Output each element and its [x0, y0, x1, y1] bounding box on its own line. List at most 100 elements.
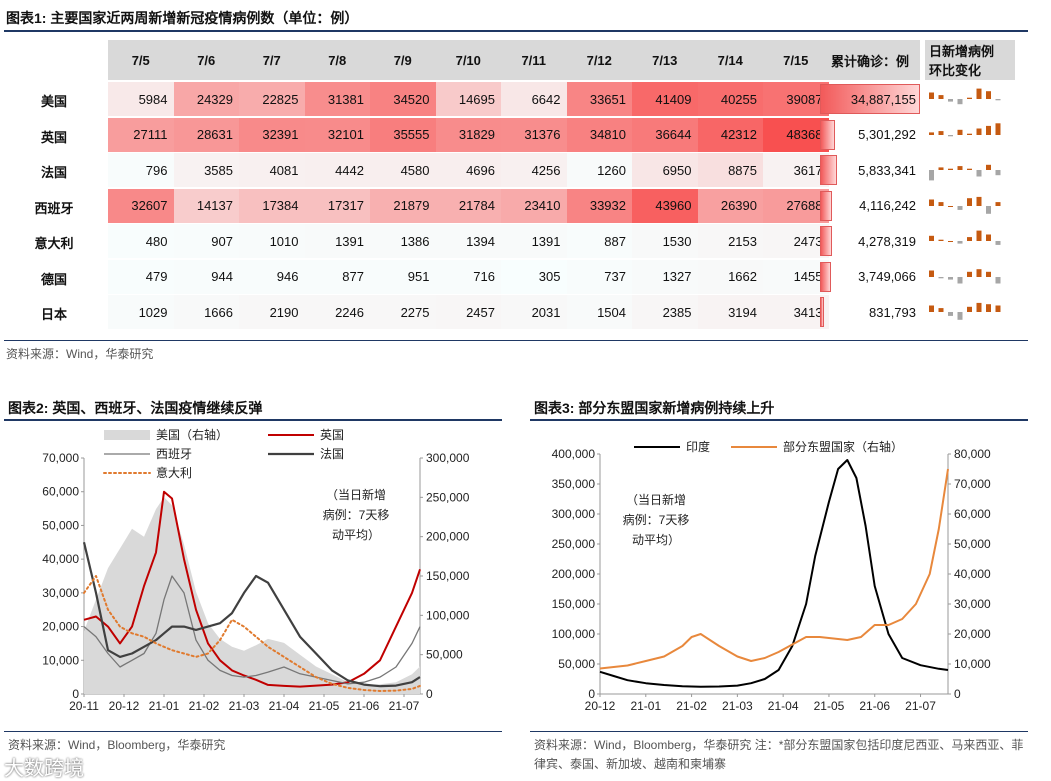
spark-bar — [957, 129, 963, 135]
table-cell: 42312 — [697, 117, 763, 152]
table-cell: 22825 — [239, 82, 305, 116]
spark-bar — [938, 130, 944, 135]
legend-label: 部分东盟国家（右轴） — [783, 439, 903, 454]
date-header: 7/12 — [566, 40, 632, 80]
table-cell: 3194 — [697, 295, 763, 329]
y-tick-label-right: 40,000 — [954, 567, 991, 581]
chart3-source: 资料来源：Wind，Bloomberg，华泰研究 注：*部分东盟国家包括印度尼西… — [534, 738, 1024, 771]
spark-bar — [986, 304, 991, 312]
table-cell: 31376 — [501, 117, 567, 152]
table-cell: 4580 — [370, 153, 436, 187]
table-cell: 31381 — [304, 82, 370, 116]
x-tick-label: 21-06 — [859, 699, 890, 713]
cumulative-cell: 5,301,292 — [820, 118, 920, 152]
legend-swatch — [104, 430, 150, 440]
spark-bar — [995, 241, 1001, 245]
table-cell: 2153 — [697, 224, 763, 258]
sparkline-3 — [929, 196, 1001, 214]
chart2-source-rule — [4, 731, 502, 732]
table-source: 资料来源：Wind，华泰研究 — [6, 347, 154, 361]
y-tick-label-right: 200,000 — [426, 530, 470, 544]
y-tick-label-right: 0 — [426, 687, 433, 701]
x-tick-label: 21-03 — [229, 699, 260, 713]
spark-bar — [995, 122, 1001, 135]
table-cell: 39087 — [763, 82, 829, 116]
chart2-plot: 0 10,000 20,000 30,000 40,000 50,000 60,000 70,… — [42, 427, 470, 713]
spark-bar — [929, 92, 934, 99]
table-cell: 33651 — [566, 82, 632, 116]
cumulative-cell: 4,278,319 — [820, 224, 920, 258]
table-cell: 1662 — [697, 259, 763, 294]
table-cell: 41409 — [632, 82, 698, 116]
row-label-1: 英国 — [40, 129, 67, 145]
cumulative-cell: 34,887,155 — [820, 82, 920, 116]
spark-bar — [967, 306, 972, 312]
table-cell: 24329 — [173, 82, 239, 116]
row-label-2: 法国 — [40, 165, 67, 180]
date-header: 7/15 — [763, 40, 829, 80]
x-tick-label: 21-01 — [149, 699, 180, 713]
spark-bar — [967, 97, 972, 99]
spark-bar — [995, 276, 1001, 283]
table-cell: 4256 — [501, 153, 567, 187]
x-tick-label: 21-02 — [676, 699, 707, 713]
spark-bar — [976, 302, 982, 312]
table-cell: 33932 — [566, 188, 632, 223]
row-label-6: 日本 — [40, 307, 67, 322]
y-tick-label-left: 20,000 — [42, 620, 79, 634]
table-cell: 35555 — [370, 117, 436, 152]
spark-bar — [957, 205, 963, 210]
table-cell: 3617 — [763, 153, 829, 187]
table-cell: 4442 — [304, 153, 370, 187]
spark-bar — [967, 168, 972, 170]
annotation-line: 病例：7天移 — [623, 512, 690, 527]
table-cell: 8875 — [697, 153, 763, 187]
spark-bar — [957, 312, 963, 320]
spark-bar — [976, 128, 982, 135]
legend-label: 法国 — [320, 447, 344, 461]
x-tick-label: 20-12 — [585, 699, 616, 713]
table-cell: 1391 — [501, 224, 567, 258]
spark-bar — [986, 271, 991, 277]
table-cell: 2190 — [239, 295, 305, 329]
series-area-0 — [84, 497, 420, 694]
y-tick-label-left: 50,000 — [558, 657, 595, 671]
cumulative-header: 累计确诊：例 — [820, 40, 920, 80]
spark-bar — [948, 99, 953, 102]
annotation-line: 动平均） — [332, 528, 380, 542]
x-tick-label: 20-11 — [69, 699, 99, 713]
cumulative-bar — [820, 297, 824, 327]
cumulative-bar — [820, 190, 832, 221]
y-tick-label-left: 0 — [588, 687, 595, 701]
spark-bar — [938, 276, 944, 278]
cumulative-value: 5,301,292 — [858, 127, 916, 142]
spark-bar — [929, 170, 934, 181]
table-cell: 1455 — [763, 259, 829, 294]
row-label-5: 德国 — [40, 271, 67, 287]
series-line-1 — [83, 490, 421, 688]
x-tick-label: 21-02 — [189, 699, 220, 713]
spark-bar — [995, 99, 1001, 101]
spark-bar — [938, 201, 944, 206]
x-tick-label: 21-04 — [269, 699, 300, 713]
table-cell: 27111 — [108, 117, 174, 152]
y-tick-label-right: 30,000 — [954, 597, 991, 611]
series-line-3 — [82, 542, 421, 688]
y-tick-label-right: 70,000 — [954, 477, 991, 491]
cumulative-cell: 5,833,341 — [820, 153, 920, 187]
table-cell: 43960 — [632, 188, 698, 223]
table-cell: 887 — [566, 224, 632, 258]
table-cell: 21879 — [370, 188, 436, 223]
chart2-title-rule — [4, 419, 502, 421]
y-tick-label-left: 0 — [72, 687, 79, 701]
cumulative-bar — [820, 155, 837, 185]
x-tick-label: 21-07 — [905, 699, 936, 713]
spark-bar — [976, 196, 982, 206]
x-tick-label: 21-05 — [309, 699, 340, 713]
cumulative-bar — [820, 261, 831, 292]
cumulative-cell: 4,116,242 — [820, 189, 920, 223]
y-tick-label-right: 10,000 — [954, 657, 991, 671]
spark-bar — [948, 205, 953, 207]
x-tick-label: 21-05 — [814, 699, 845, 713]
cumulative-value: 4,116,242 — [859, 198, 916, 213]
